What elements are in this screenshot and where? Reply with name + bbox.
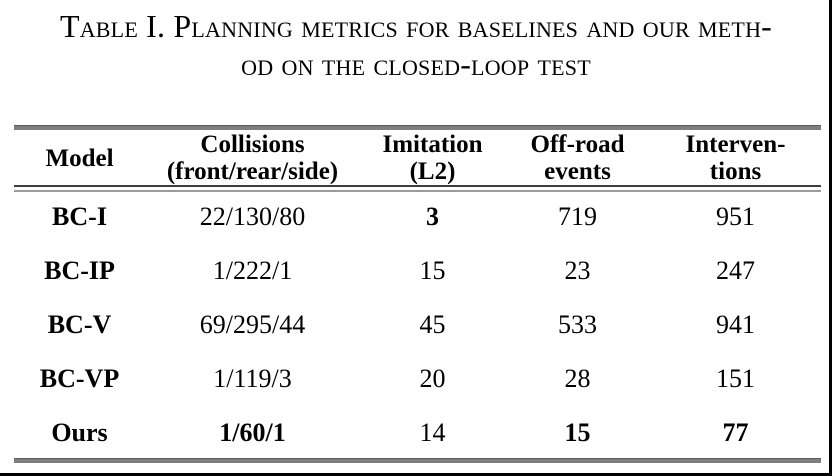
header-label: Model	[45, 144, 114, 172]
table-row-bc-v: BC-V 69/295/44 45 533 941	[14, 298, 821, 352]
table-row-bc-i: BC-I 22/130/80 3 719 951	[14, 190, 821, 244]
figure-border-bottom	[0, 473, 832, 476]
table-cell-imitation: 14	[419, 418, 446, 447]
header-cell-collisions: Collisions (front/rear/side)	[145, 131, 360, 185]
table-cell-interventions: 77	[722, 418, 749, 447]
table-cell-imitation: 20	[419, 364, 446, 393]
table-cell-model: BC-I	[52, 202, 107, 231]
table-cell-offroad: 28	[564, 364, 591, 393]
header-cell-imitation: Imitation (L2)	[360, 131, 505, 185]
figure-border-right	[829, 0, 832, 476]
table-cell-model: Ours	[51, 418, 108, 447]
table-cell-offroad: 719	[558, 202, 597, 231]
table-cell-model: BC-VP	[39, 364, 120, 393]
table-bottom-rule	[14, 458, 821, 463]
table-cell-imitation: 15	[419, 256, 446, 285]
table-cell-imitation: 45	[419, 310, 446, 339]
table-cell-collisions: 1/222/1	[212, 256, 293, 285]
table-cell-collisions: 1/119/3	[213, 364, 292, 393]
table-cell-collisions: 69/295/44	[199, 310, 306, 339]
table-caption-line-1: Table I. Planning metrics for baselines …	[59, 8, 773, 44]
table-cell-model: BC-V	[47, 310, 112, 339]
table-cell-interventions: 951	[716, 202, 755, 231]
header-cell-interventions: Interven- tions	[650, 131, 821, 185]
table-cell-imitation: 3	[426, 202, 439, 231]
table-header-row: Model Collisions (front/rear/side) Imita…	[14, 131, 821, 185]
table-cell-interventions: 151	[716, 364, 755, 393]
table-row-bc-ip: BC-IP 1/222/1 15 23 247	[14, 244, 821, 298]
header-label: tions	[709, 158, 762, 185]
table-top-rule	[14, 125, 821, 130]
header-separator-rule	[14, 185, 821, 192]
table-caption-line-2: od on the closed-loop test	[241, 46, 591, 82]
table-cell-interventions: 941	[716, 310, 755, 339]
table-cell-model: BC-IP	[44, 256, 115, 285]
table-cell-collisions: 1/60/1	[219, 418, 286, 447]
header-cell-model: Model	[14, 131, 145, 185]
header-label: events	[544, 158, 611, 185]
header-label: Collisions	[200, 131, 305, 158]
table-cell-collisions: 22/130/80	[199, 202, 306, 231]
header-label: Imitation	[382, 131, 483, 158]
header-label: Off-road	[530, 131, 625, 158]
table-caption: Table I. Planning metrics for baselines …	[0, 7, 832, 83]
table-cell-offroad: 533	[558, 310, 597, 339]
table-row-ours: Ours 1/60/1 14 15 77	[14, 406, 821, 460]
header-label: (L2)	[409, 158, 456, 185]
table-row-bc-vp: BC-VP 1/119/3 20 28 151	[14, 352, 821, 406]
table-cell-offroad: 15	[564, 418, 591, 447]
header-label: Interven-	[685, 131, 786, 158]
header-label: (front/rear/side)	[166, 158, 339, 185]
table-cell-interventions: 247	[716, 256, 755, 285]
table-cell-offroad: 23	[564, 256, 591, 285]
header-cell-offroad: Off-road events	[505, 131, 650, 185]
